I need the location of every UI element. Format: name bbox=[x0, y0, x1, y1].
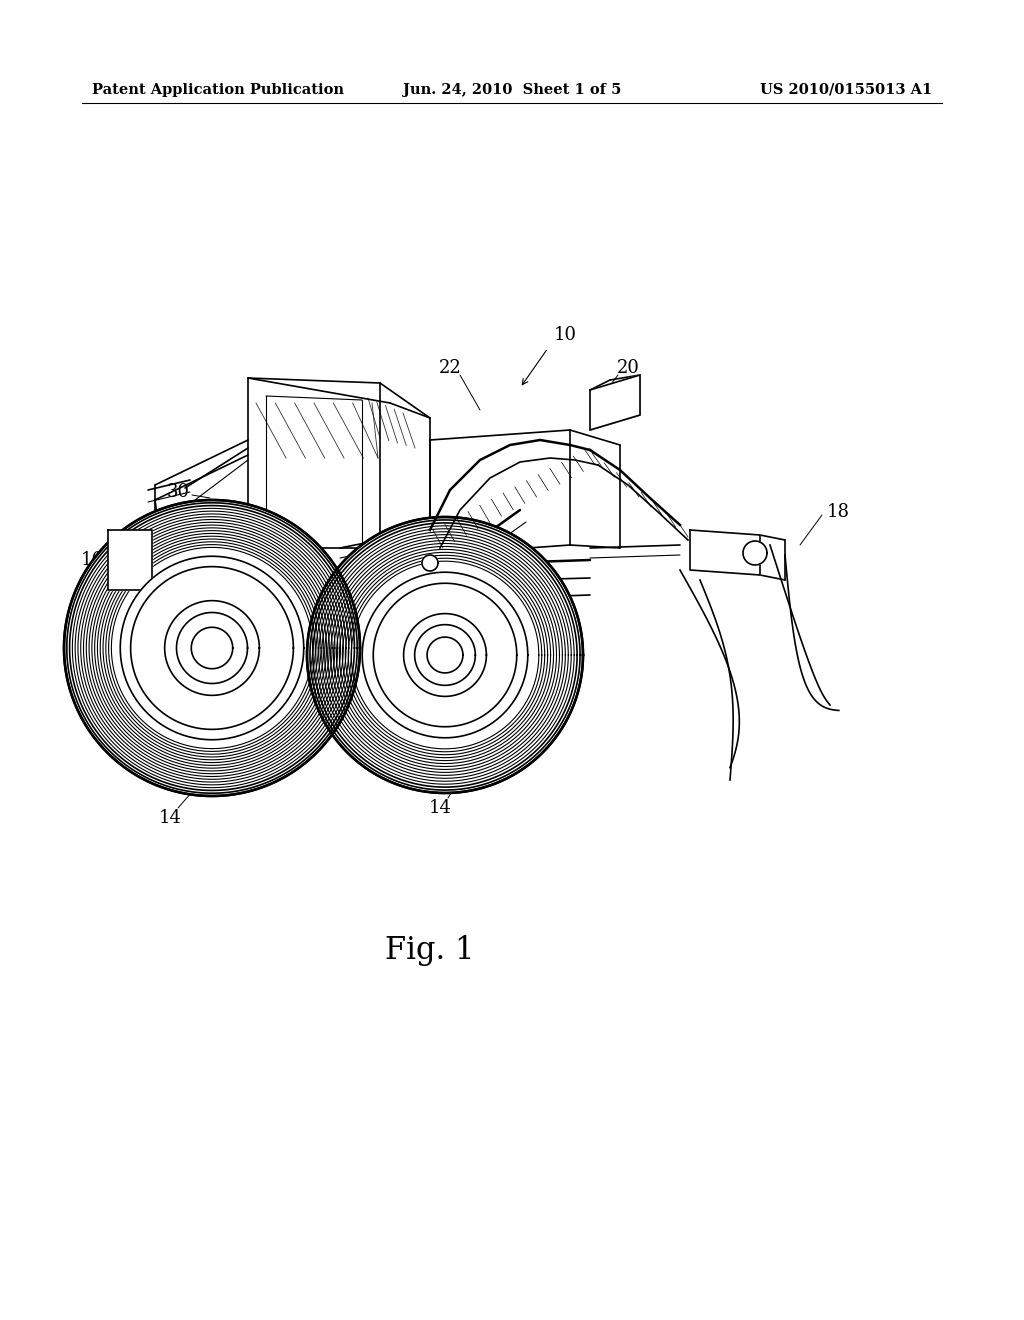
Polygon shape bbox=[403, 614, 486, 697]
Polygon shape bbox=[307, 517, 583, 793]
Polygon shape bbox=[65, 500, 360, 796]
Text: 18: 18 bbox=[826, 503, 850, 521]
Text: 22: 22 bbox=[438, 359, 462, 378]
Text: 14: 14 bbox=[429, 799, 452, 817]
Text: Patent Application Publication: Patent Application Publication bbox=[92, 83, 344, 96]
Polygon shape bbox=[191, 627, 232, 669]
Polygon shape bbox=[415, 624, 475, 685]
Polygon shape bbox=[108, 531, 152, 590]
Text: Fig. 1: Fig. 1 bbox=[385, 935, 475, 966]
Polygon shape bbox=[743, 541, 767, 565]
Text: 16: 16 bbox=[81, 550, 103, 569]
Text: 12: 12 bbox=[308, 653, 332, 671]
Polygon shape bbox=[374, 583, 517, 727]
Text: Jun. 24, 2010  Sheet 1 of 5: Jun. 24, 2010 Sheet 1 of 5 bbox=[402, 83, 622, 96]
Text: 14: 14 bbox=[159, 809, 181, 828]
Polygon shape bbox=[590, 375, 640, 430]
Polygon shape bbox=[690, 531, 760, 576]
Polygon shape bbox=[165, 601, 259, 696]
Polygon shape bbox=[362, 572, 527, 738]
Text: 10: 10 bbox=[554, 326, 577, 345]
Polygon shape bbox=[427, 638, 463, 673]
Polygon shape bbox=[422, 554, 438, 572]
Polygon shape bbox=[131, 566, 294, 730]
Text: 30: 30 bbox=[167, 483, 189, 502]
Polygon shape bbox=[176, 612, 248, 684]
Text: US 2010/0155013 A1: US 2010/0155013 A1 bbox=[760, 83, 932, 96]
Text: 20: 20 bbox=[616, 359, 639, 378]
Polygon shape bbox=[120, 556, 304, 739]
